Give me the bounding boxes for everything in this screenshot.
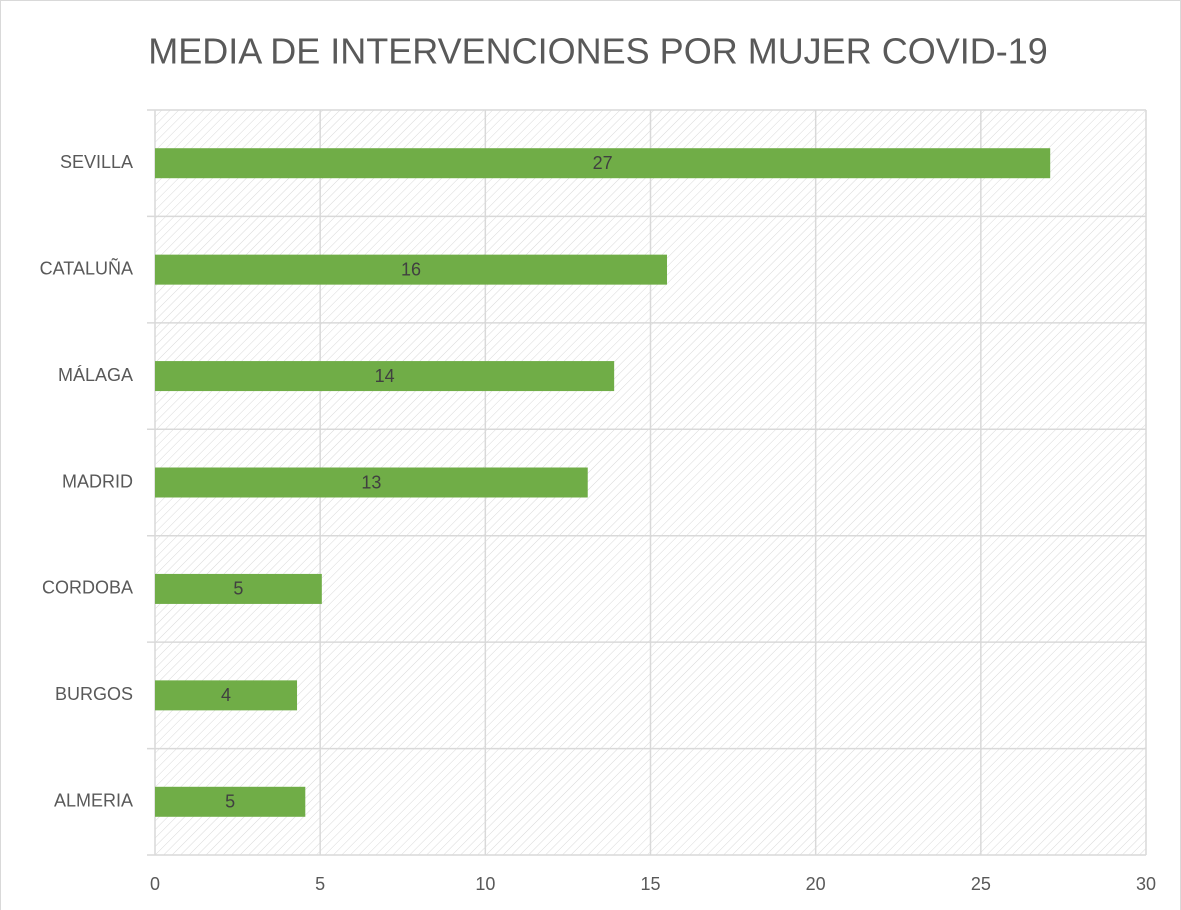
x-tick-label: 10 [475,874,495,894]
x-tick-label: 15 [640,874,660,894]
bar [155,254,668,285]
x-tick-label: 5 [315,874,325,894]
value-label: 27 [593,153,613,173]
bar [155,786,306,817]
bar [155,148,1051,179]
x-tick-label: 20 [806,874,826,894]
x-tick-label: 0 [150,874,160,894]
y-tick-label: MADRID [62,471,133,491]
y-tick-label: ALMERIA [54,791,133,811]
value-label: 14 [375,366,395,386]
value-label: 16 [401,259,421,279]
value-label: 4 [221,685,231,705]
value-label: 13 [361,472,381,492]
bar [155,467,588,498]
y-tick-label: CATALUÑA [40,257,133,278]
x-tick-label: 25 [971,874,991,894]
y-tick-label: MÁLAGA [58,365,133,385]
y-tick-label: CORDOBA [42,578,133,598]
x-tick-label: 30 [1136,874,1156,894]
value-label: 5 [233,579,243,599]
bar [155,680,298,711]
chart-title: MEDIA DE INTERVENCIONES POR MUJER COVID-… [148,31,1048,72]
bar [155,361,615,392]
y-tick-label: SEVILLA [60,152,133,172]
bar [155,573,322,604]
value-label: 5 [225,792,235,812]
y-tick-label: BURGOS [55,684,133,704]
